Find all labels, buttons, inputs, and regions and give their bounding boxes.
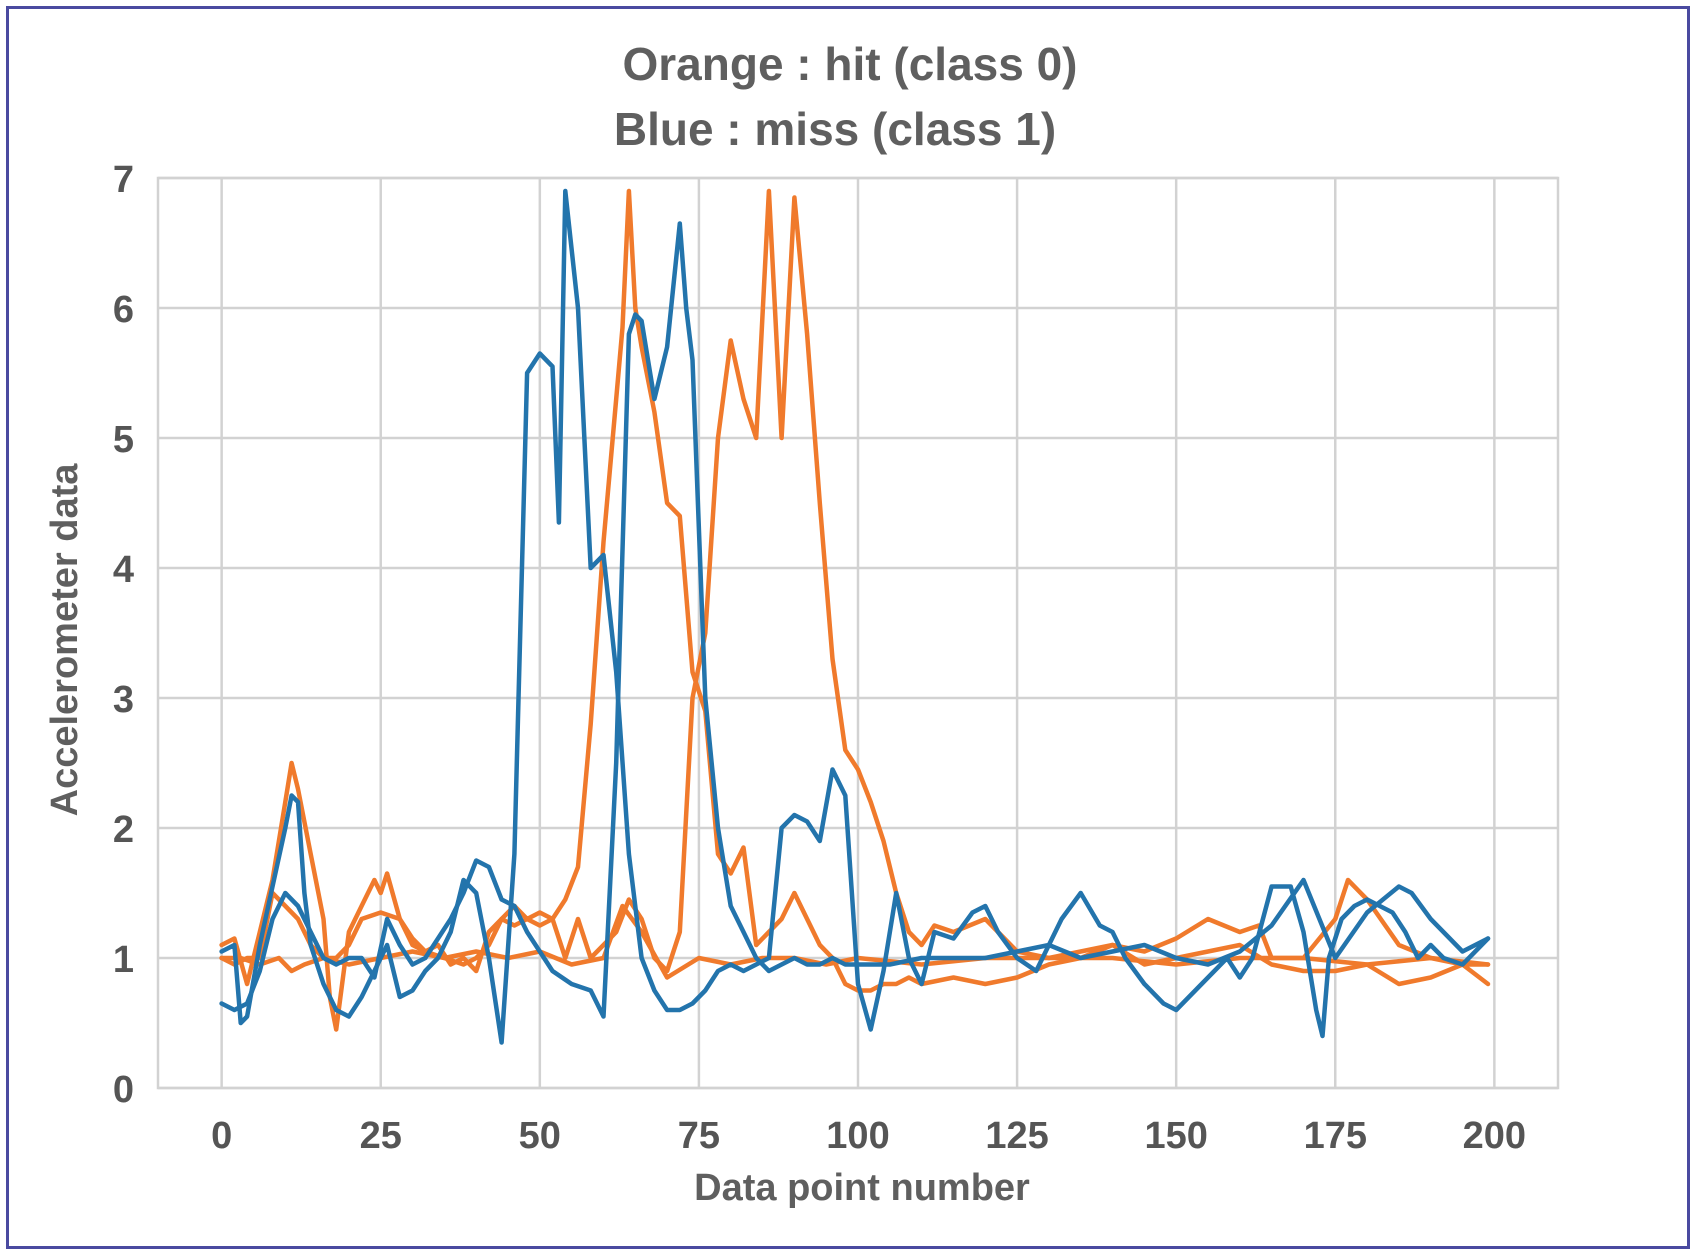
blue-miss-line-3 — [219, 188, 1491, 1045]
y-tick-label: 1 — [113, 939, 134, 981]
x-tick-label: 0 — [211, 1115, 232, 1157]
x-tick-label: 75 — [678, 1115, 720, 1157]
x-tick-label: 150 — [1144, 1115, 1207, 1157]
x-tick-label: 175 — [1304, 1115, 1367, 1157]
y-tick-label: 5 — [113, 419, 134, 461]
y-axis-label: Accelerometer data — [44, 463, 86, 817]
x-tick-label: 50 — [519, 1115, 561, 1157]
figure-frame — [6, 6, 1690, 1249]
x-tick-label: 200 — [1463, 1115, 1526, 1157]
y-tick-label: 7 — [113, 159, 134, 201]
y-tick-label: 4 — [113, 549, 134, 591]
x-tick-label: 25 — [360, 1115, 402, 1157]
y-tick-label: 3 — [113, 679, 134, 721]
y-tick-label: 6 — [113, 289, 134, 331]
x-tick-label: 125 — [985, 1115, 1048, 1157]
chart-title-line-2: Blue : miss (class 1) — [614, 103, 1056, 155]
orange-hit-line-1 — [219, 188, 1491, 974]
series-lines — [219, 188, 1491, 1045]
y-tick-label: 2 — [113, 809, 134, 851]
blue-miss-line-4 — [219, 221, 1491, 1019]
x-axis-label: Data point number — [694, 1167, 1030, 1209]
x-tick-label: 100 — [826, 1115, 889, 1157]
y-tick-label: 0 — [113, 1069, 134, 1111]
tick-labels: 0 25 50 75 100 125 150 175 200 0 1 2 3 4 5 6 7 — [113, 159, 1526, 1157]
chart-title-line-1: Orange : hit (class 0) — [622, 38, 1077, 90]
